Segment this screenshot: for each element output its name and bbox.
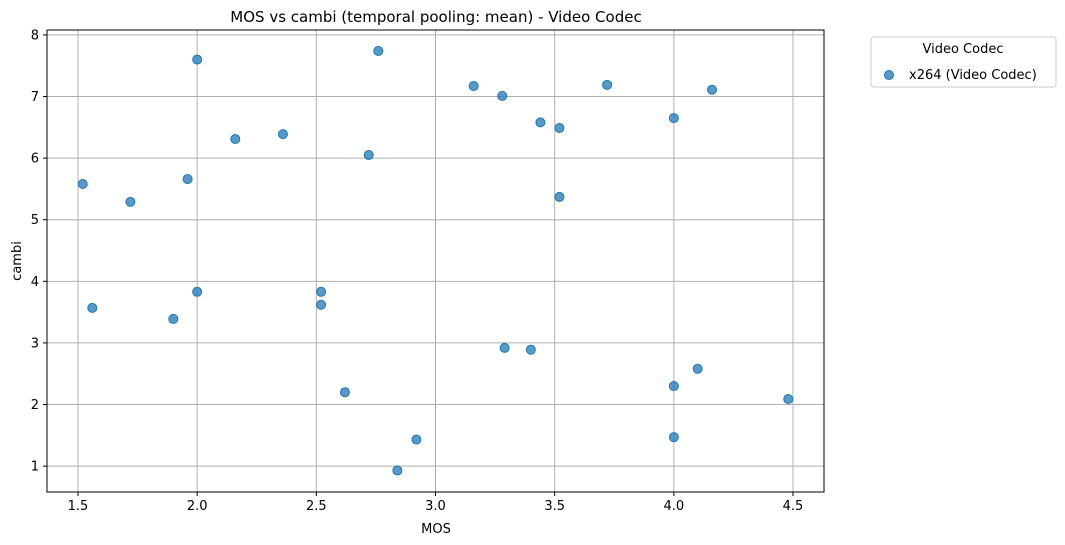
- axis-ticks: 1.5 2.0 2.5 3.0 3.5 4.0 4.5 1 2 3 4 5 6 7 8: [31, 28, 804, 514]
- grid-lines: [47, 30, 824, 492]
- x-tick-label: 4.0: [663, 499, 684, 514]
- y-tick-label: 5: [31, 213, 39, 228]
- chart-title: MOS vs cambi (temporal pooling: mean) - …: [230, 8, 641, 26]
- y-tick-label: 8: [31, 28, 39, 43]
- data-point: [339, 387, 350, 398]
- data-point: [125, 196, 136, 207]
- data-point: [411, 434, 422, 445]
- legend-marker: [884, 70, 894, 80]
- y-axis-label: cambi: [10, 241, 25, 281]
- y-tick-label: 2: [31, 398, 39, 413]
- x-tick-label: 3.5: [544, 499, 565, 514]
- y-tick-label: 7: [31, 90, 39, 105]
- data-point: [554, 191, 565, 202]
- data-point: [668, 381, 679, 392]
- x-tick-label: 4.5: [783, 499, 804, 514]
- x-tick-label: 2.0: [187, 499, 208, 514]
- data-point: [316, 299, 327, 310]
- y-tick-label: 3: [31, 336, 39, 351]
- data-point: [706, 84, 717, 95]
- data-point: [535, 117, 546, 128]
- data-point: [668, 432, 679, 443]
- data-point: [554, 122, 565, 133]
- data-points: [77, 45, 794, 476]
- data-point: [692, 363, 703, 374]
- data-point: [182, 174, 193, 185]
- data-point: [392, 465, 403, 476]
- y-tick-label: 6: [31, 152, 39, 167]
- data-point: [497, 90, 508, 101]
- data-point: [192, 54, 203, 65]
- legend-box: [870, 36, 1057, 88]
- data-point: [499, 342, 510, 353]
- legend-entry-label: x264 (Video Codec): [909, 68, 1037, 83]
- legend: Video Codec x264 (Video Codec): [870, 36, 1057, 88]
- data-point: [277, 129, 288, 140]
- data-point: [77, 179, 88, 189]
- data-point: [87, 302, 98, 313]
- data-point: [783, 393, 794, 404]
- data-point: [363, 150, 374, 161]
- data-point: [230, 134, 241, 145]
- x-tick-label: 2.5: [306, 499, 327, 514]
- legend-title: Video Codec: [923, 42, 1004, 57]
- data-point: [168, 313, 179, 324]
- data-point: [525, 344, 536, 355]
- data-point: [602, 79, 613, 90]
- data-point: [373, 45, 384, 56]
- x-tick-label: 1.5: [68, 499, 89, 514]
- y-tick-label: 1: [31, 460, 39, 475]
- y-tick-label: 4: [31, 275, 39, 290]
- data-point: [192, 286, 203, 297]
- data-point: [468, 81, 479, 92]
- x-axis-label: MOS: [421, 522, 451, 537]
- x-tick-label: 3.0: [425, 499, 446, 514]
- data-point: [316, 286, 327, 297]
- data-point: [668, 113, 679, 124]
